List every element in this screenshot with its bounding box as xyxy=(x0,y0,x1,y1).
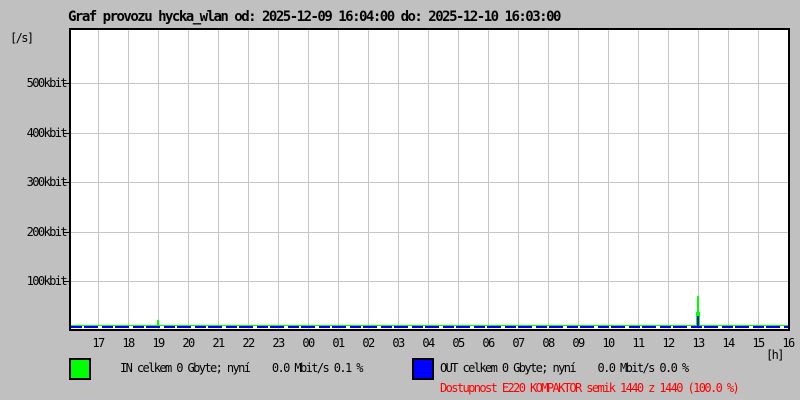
gridline-vertical xyxy=(488,30,489,329)
traffic-spike-out xyxy=(697,316,699,328)
y-tick-label: 100kbit xyxy=(26,274,68,288)
x-tick-label: 17 xyxy=(92,336,105,350)
gridline-vertical xyxy=(248,30,249,329)
graph-title: Graf provozu hycka_wlan od: 2025-12-09 1… xyxy=(68,9,561,25)
gridline-vertical xyxy=(128,30,129,329)
x-tick-label: 09 xyxy=(572,336,585,350)
x-tick-label: 07 xyxy=(512,336,525,350)
gridline-horizontal xyxy=(71,182,788,183)
gridline-vertical xyxy=(338,30,339,329)
traffic-line-out xyxy=(71,326,788,328)
y-axis-tick xyxy=(64,83,69,84)
legend-in-label: IN celkem 0 Gbyte; nyní 0.0 Mbit/s 0.1 % xyxy=(120,361,363,375)
x-tick-label: 02 xyxy=(362,336,375,350)
x-tick-label: 11 xyxy=(632,336,645,350)
y-axis-tick xyxy=(64,132,69,134)
x-tick-label: 00 xyxy=(302,336,315,350)
x-tick-label: 19 xyxy=(152,336,165,350)
gridline-horizontal xyxy=(71,281,788,282)
gridline-horizontal xyxy=(71,231,788,233)
x-tick-label: 20 xyxy=(182,336,195,350)
gridline-vertical xyxy=(638,30,639,329)
gridline-vertical xyxy=(758,30,759,329)
y-axis-unit-label: [/s] xyxy=(10,31,34,45)
y-tick-label: 200kbit xyxy=(26,224,68,239)
x-tick-label: 21 xyxy=(212,336,225,350)
legend-out-label: OUT celkem 0 Gbyte; nyní 0.0 Mbit/s 0.0 … xyxy=(440,361,689,375)
x-tick-label: 18 xyxy=(122,336,135,350)
x-tick-label: 03 xyxy=(392,336,405,350)
availability-text: Dostupnost E220 KOMPAKTOR semik 1440 z 1… xyxy=(440,381,740,395)
gridline-vertical xyxy=(668,30,669,329)
y-tick-label: 400kbit xyxy=(26,125,68,140)
x-tick-label: 23 xyxy=(272,336,285,350)
legend-out-swatch xyxy=(412,358,434,380)
gridline-vertical xyxy=(728,30,729,329)
gridline-vertical xyxy=(578,30,579,329)
traffic-spike-in xyxy=(157,320,159,326)
gridline-vertical xyxy=(458,30,459,329)
y-tick-label: 300kbit xyxy=(26,175,68,189)
y-tick-label: 500kbit xyxy=(26,76,68,90)
x-tick-label: 16 xyxy=(782,336,795,350)
gridline-vertical xyxy=(548,30,549,329)
plot-area xyxy=(64,28,790,331)
x-tick-label: 12 xyxy=(662,336,675,350)
y-axis-tick xyxy=(64,281,69,282)
gridline-horizontal xyxy=(71,83,788,84)
traffic-spike-in xyxy=(697,296,699,326)
gridline-vertical xyxy=(308,30,309,329)
gridline-vertical xyxy=(698,30,699,329)
gridline-vertical xyxy=(428,30,429,329)
gridline-vertical xyxy=(518,30,519,329)
x-tick-label: 10 xyxy=(602,336,615,350)
legend-in-swatch xyxy=(69,358,91,380)
x-tick-label: 08 xyxy=(542,336,555,350)
x-tick-label: 22 xyxy=(242,336,255,350)
x-tick-label: 15 xyxy=(752,336,765,350)
x-tick-label: 05 xyxy=(452,336,465,350)
x-tick-label: 04 xyxy=(422,336,435,350)
gridline-vertical xyxy=(218,30,219,329)
x-axis-unit-label: [h] xyxy=(766,348,784,362)
x-tick-label: 06 xyxy=(482,336,495,350)
x-axis-labels: 17 18 19 20 21 22 23 00 01 02 03 04 05 06 07 08 09 10 11 12… xyxy=(83,336,800,350)
x-tick-label: 13 xyxy=(692,336,705,350)
gridline-vertical xyxy=(158,30,159,329)
gridline-vertical xyxy=(608,30,609,329)
y-axis-tick xyxy=(64,231,69,233)
gridline-vertical xyxy=(98,30,99,329)
gridline-vertical xyxy=(398,30,399,329)
x-tick-label: 01 xyxy=(332,336,345,350)
x-tick-label: 14 xyxy=(722,336,735,350)
y-axis-tick xyxy=(64,182,69,183)
gridline-vertical xyxy=(278,30,279,329)
gridline-horizontal xyxy=(71,132,788,134)
gridline-vertical xyxy=(188,30,189,329)
traffic-line-in xyxy=(71,325,788,326)
gridline-vertical xyxy=(368,30,369,329)
